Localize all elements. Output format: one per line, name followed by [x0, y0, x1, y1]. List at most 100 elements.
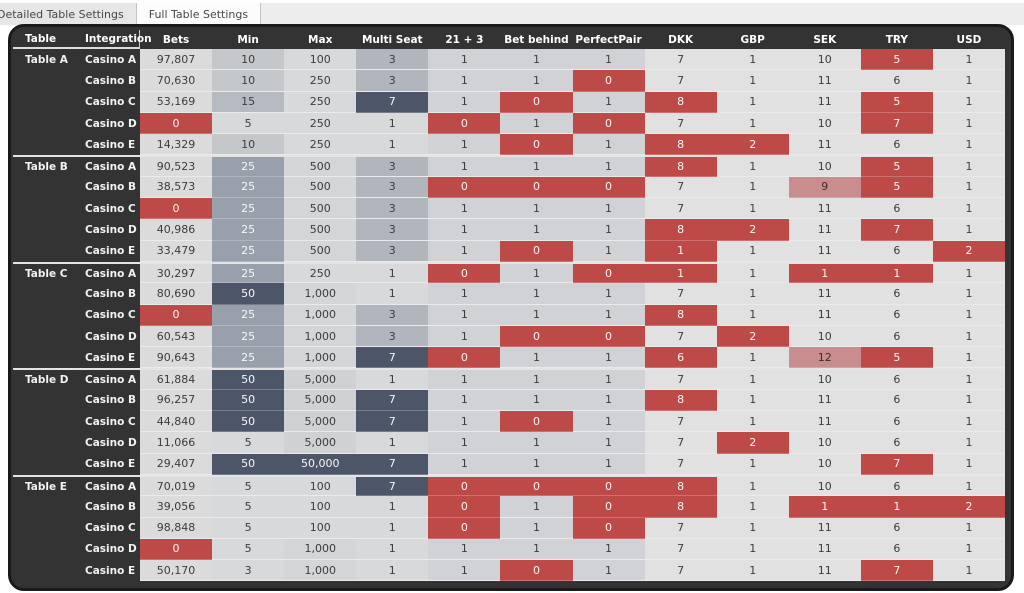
value-cell[interactable]: 7 — [644, 538, 717, 561]
value-cell[interactable]: 1 — [572, 240, 645, 262]
value-cell[interactable]: 1 — [572, 453, 645, 475]
value-cell[interactable]: 1 — [428, 368, 501, 390]
value-cell[interactable]: 500 — [284, 176, 357, 199]
value-cell[interactable]: 25 — [212, 176, 285, 199]
value-cell[interactable]: 0 — [428, 261, 501, 284]
row-casino-label[interactable]: Casino A — [73, 261, 140, 283]
value-cell[interactable]: 1 — [932, 261, 1005, 284]
row-group-label[interactable] — [13, 560, 73, 581]
value-cell[interactable]: 8 — [644, 134, 717, 156]
row-group-label[interactable] — [13, 454, 73, 475]
row-group-label[interactable] — [13, 177, 73, 198]
value-cell[interactable]: 14,329 — [140, 134, 213, 156]
value-cell[interactable]: 3 — [356, 325, 429, 348]
value-cell[interactable]: 1 — [932, 474, 1005, 497]
value-cell[interactable]: 1 — [428, 70, 501, 92]
value-cell[interactable]: 53,169 — [140, 91, 213, 113]
row-casino-label[interactable]: Casino A — [73, 155, 140, 176]
value-cell[interactable]: 1 — [572, 432, 645, 454]
value-cell[interactable]: 1 — [572, 538, 645, 561]
value-cell[interactable]: 500 — [284, 240, 357, 262]
value-cell[interactable]: 25 — [212, 155, 285, 177]
row-group-label[interactable] — [13, 134, 73, 155]
value-cell[interactable]: 11 — [788, 389, 861, 412]
value-cell[interactable]: 1 — [428, 91, 501, 113]
value-cell[interactable]: 5 — [860, 49, 933, 71]
value-cell[interactable]: 7 — [644, 560, 717, 582]
value-cell[interactable]: 1 — [428, 219, 501, 241]
value-cell[interactable]: 30,297 — [140, 261, 213, 284]
value-cell[interactable]: 7 — [356, 474, 429, 497]
value-cell[interactable]: 7 — [644, 368, 717, 390]
value-cell[interactable]: 39,056 — [140, 496, 213, 518]
value-cell[interactable]: 1,000 — [284, 304, 357, 326]
value-cell[interactable]: 1 — [500, 283, 573, 305]
value-cell[interactable]: 8 — [644, 155, 717, 177]
column-header-21-3[interactable]: 21 + 3 — [445, 33, 484, 46]
value-cell[interactable]: 6 — [860, 134, 933, 156]
value-cell[interactable]: 0 — [428, 176, 501, 199]
value-cell[interactable]: 0 — [140, 538, 213, 561]
value-cell[interactable]: 1 — [932, 411, 1005, 433]
value-cell[interactable]: 1,000 — [284, 538, 357, 561]
value-cell[interactable]: 8 — [644, 219, 717, 241]
value-cell[interactable]: 1 — [500, 70, 573, 92]
value-cell[interactable]: 25 — [212, 304, 285, 326]
value-cell[interactable]: 1 — [500, 112, 573, 135]
value-cell[interactable]: 50 — [212, 368, 285, 390]
value-cell[interactable]: 100 — [284, 496, 357, 518]
row-group-label[interactable]: Table C — [13, 261, 73, 283]
value-cell[interactable]: 0 — [500, 91, 573, 113]
row-casino-label[interactable]: Casino E — [85, 564, 136, 577]
value-cell[interactable]: 1 — [932, 198, 1005, 220]
value-cell[interactable]: 500 — [284, 198, 357, 220]
value-cell[interactable]: 5 — [860, 347, 933, 369]
row-casino-label[interactable]: Casino B — [85, 287, 136, 300]
value-cell[interactable]: 1 — [572, 91, 645, 113]
column-header-perfectpair[interactable]: PerfectPair — [575, 33, 642, 46]
value-cell[interactable]: 1 — [356, 261, 429, 284]
value-cell[interactable]: 7 — [356, 347, 429, 369]
value-cell[interactable]: 33,479 — [140, 240, 213, 262]
value-cell[interactable]: 5 — [860, 176, 933, 199]
value-cell[interactable]: 1 — [356, 112, 429, 135]
value-cell[interactable]: 7 — [860, 112, 933, 135]
value-cell[interactable]: 50 — [212, 389, 285, 412]
value-cell[interactable]: 1 — [932, 325, 1005, 348]
value-cell[interactable]: 3 — [356, 219, 429, 241]
value-cell[interactable]: 10 — [212, 134, 285, 156]
value-cell[interactable]: 1 — [572, 134, 645, 156]
value-cell[interactable]: 3 — [212, 560, 285, 582]
value-cell[interactable]: 6 — [860, 304, 933, 326]
value-cell[interactable]: 11 — [788, 91, 861, 113]
value-cell[interactable]: 1 — [716, 70, 789, 92]
value-cell[interactable]: 10 — [788, 474, 861, 497]
column-header-bet-behind[interactable]: Bet behind — [504, 33, 569, 46]
value-cell[interactable]: 10 — [788, 112, 861, 135]
value-cell[interactable]: 1 — [788, 261, 861, 284]
value-cell[interactable]: 1 — [932, 155, 1005, 177]
value-cell[interactable]: 1 — [428, 411, 501, 433]
column-header-bets[interactable]: Bets — [162, 33, 190, 46]
value-cell[interactable]: 7 — [644, 49, 717, 71]
value-cell[interactable]: 1 — [356, 134, 429, 156]
value-cell[interactable]: 1 — [932, 538, 1005, 561]
value-cell[interactable]: 1,000 — [284, 325, 357, 348]
value-cell[interactable]: 6 — [860, 411, 933, 433]
row-group-label[interactable] — [13, 496, 73, 517]
value-cell[interactable]: 61,884 — [140, 368, 213, 390]
value-cell[interactable]: 10 — [788, 155, 861, 177]
value-cell[interactable]: 1 — [716, 496, 789, 518]
row-casino-label[interactable]: Casino B — [85, 181, 136, 194]
value-cell[interactable]: 5 — [860, 155, 933, 177]
row-casino-label[interactable]: Casino D — [85, 543, 137, 556]
value-cell[interactable]: 15 — [212, 91, 285, 113]
column-header-multi-seat[interactable]: Multi Seat — [361, 33, 423, 46]
value-cell[interactable]: 1 — [428, 155, 501, 177]
value-cell[interactable]: 1 — [932, 389, 1005, 412]
value-cell[interactable]: 1 — [428, 198, 501, 220]
value-cell[interactable]: 8 — [644, 496, 717, 518]
value-cell[interactable]: 11 — [788, 517, 861, 539]
value-cell[interactable]: 11 — [788, 240, 861, 262]
value-cell[interactable]: 11 — [788, 70, 861, 92]
